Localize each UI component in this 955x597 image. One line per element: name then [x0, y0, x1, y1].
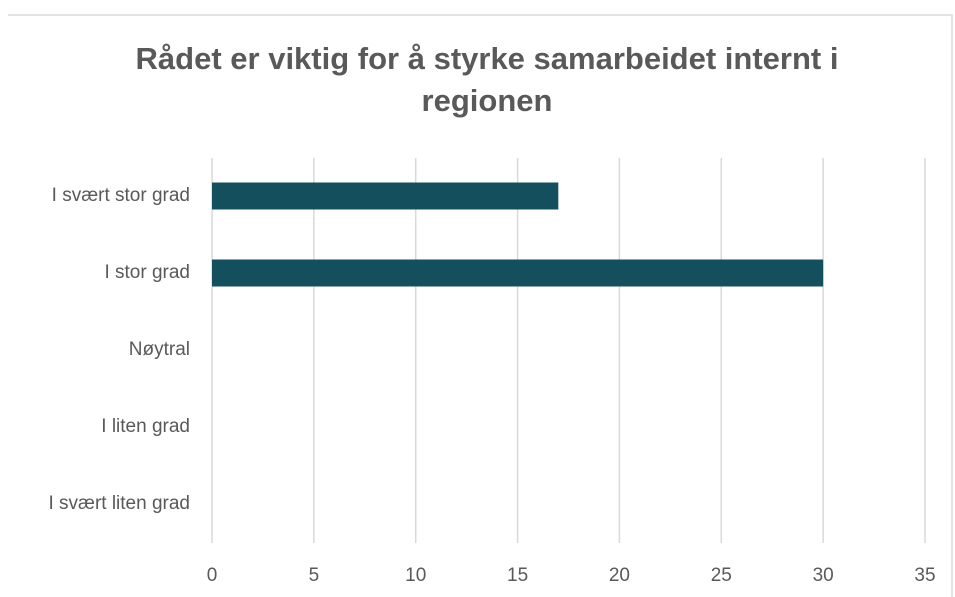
y-tick-label: I liten grad	[101, 416, 190, 437]
y-tick-label: Nøytral	[129, 339, 190, 360]
x-tick-label: 0	[207, 565, 218, 586]
x-tick-label: 35	[914, 565, 935, 586]
y-tick-label: I svært stor grad	[52, 185, 190, 206]
x-tick-label: 25	[711, 565, 732, 586]
x-tick-label: 5	[309, 565, 320, 586]
x-tick-label: 30	[813, 565, 834, 586]
x-tick-label: 15	[507, 565, 528, 586]
bar	[212, 259, 824, 287]
chart-title: Rådet er viktig for å styrke samarbeidet…	[135, 41, 839, 118]
bar	[212, 182, 559, 210]
y-tick-label: I svært liten grad	[49, 493, 191, 514]
x-tick-label: 10	[405, 565, 426, 586]
y-tick-label: I stor grad	[104, 262, 190, 283]
chart-border	[8, 14, 953, 597]
x-tick-label: 20	[609, 565, 630, 586]
